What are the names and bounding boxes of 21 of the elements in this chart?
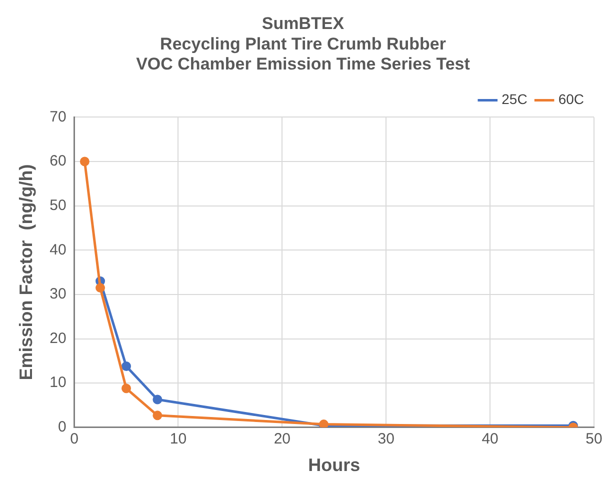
text: Recycling Plant Tire Crumb Rubber <box>160 34 446 54</box>
y-tick-label: 30 <box>50 286 66 303</box>
text: SumBTEX <box>262 14 344 33</box>
x-tick-label: 30 <box>378 430 394 448</box>
y-tick-label: 40 <box>50 241 66 258</box>
y-axis-title: Emission Factor (ng/g/h) <box>16 164 36 380</box>
x-tick-label: 0 <box>70 430 78 448</box>
x-tick-label: 40 <box>482 430 498 448</box>
y-tick-label: 20 <box>50 330 66 347</box>
y-tick-label: 0 <box>58 418 66 436</box>
x-axis-title: Hours <box>308 455 360 476</box>
x-tick-label: 10 <box>170 430 187 448</box>
legend-label: 25C <box>502 91 528 108</box>
y-tick-label: 10 <box>50 374 66 392</box>
y-tick-label: 50 <box>50 196 66 214</box>
text: VOC Chamber Emission Time Series Test <box>136 54 470 74</box>
y-tick-label: 70 <box>50 108 66 126</box>
y-tick-label: 60 <box>50 152 66 170</box>
x-tick-label: 50 <box>586 430 602 448</box>
legend-label: 60C <box>558 91 584 108</box>
x-tick-label: 20 <box>274 430 291 448</box>
